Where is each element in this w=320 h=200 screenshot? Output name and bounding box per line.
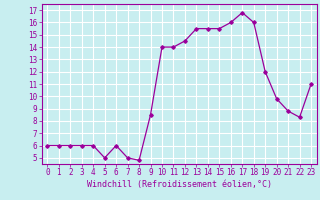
X-axis label: Windchill (Refroidissement éolien,°C): Windchill (Refroidissement éolien,°C)	[87, 180, 272, 189]
